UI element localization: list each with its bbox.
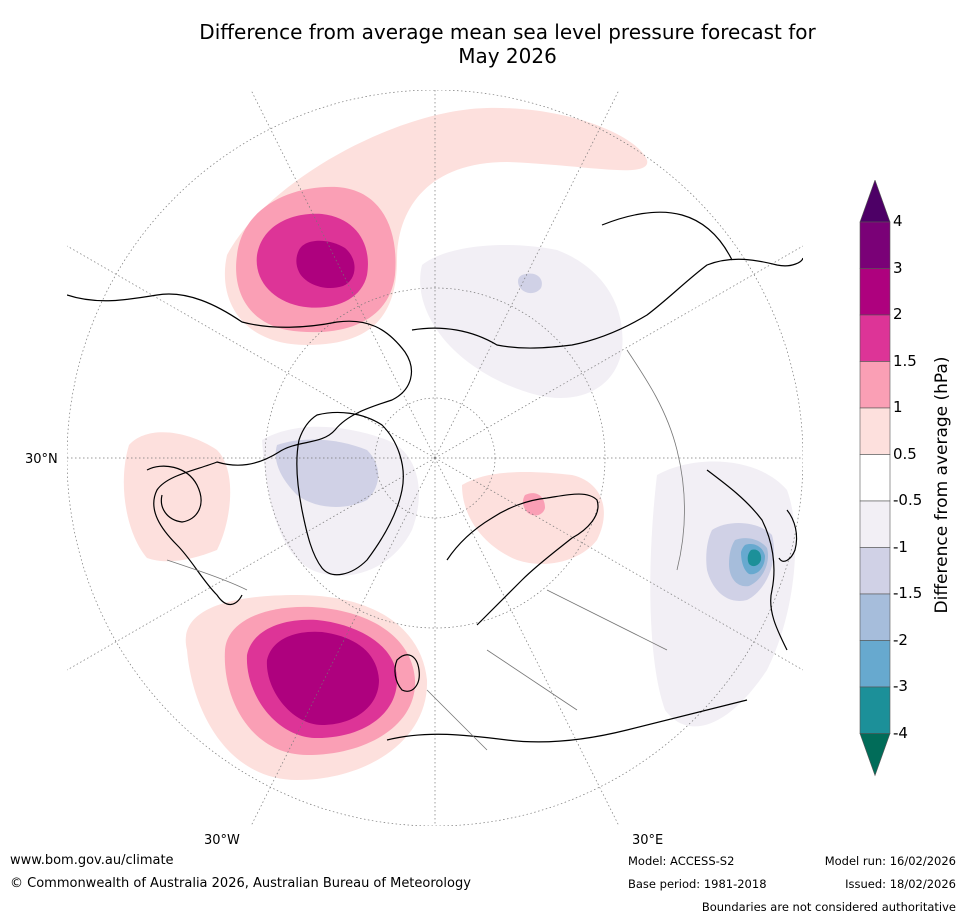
footer-model: Model: ACCESS-S2 xyxy=(628,854,735,868)
colorbar-bin xyxy=(859,686,891,734)
graticule xyxy=(67,90,803,826)
lat-circle-60 xyxy=(264,287,606,629)
footer-issued: Issued: 18/02/2026 xyxy=(845,877,956,891)
colorbar-bin xyxy=(859,314,891,362)
colorbar-tick-label: -0.5 xyxy=(893,491,923,509)
colorbar-bin xyxy=(859,268,891,316)
footer-base-period: Base period: 1981-2018 xyxy=(628,877,767,891)
colorbar-tick-label: 1 xyxy=(893,398,903,416)
colorbar-bin xyxy=(859,547,891,595)
anomaly-asia-3 xyxy=(747,549,762,567)
anomaly-siberia-neg0.5 xyxy=(420,245,623,398)
colorbar-tick-label: -1.5 xyxy=(893,584,923,602)
colorbar-tick-label: -3 xyxy=(893,677,908,695)
lon-label-30e: 30°E xyxy=(632,833,664,848)
coast-greenland xyxy=(296,411,404,576)
colorbar-tick-label: 2 xyxy=(893,305,903,323)
colorbar-tick-label: -4 xyxy=(893,723,908,742)
colorbar-bin xyxy=(859,454,891,502)
title-line-2: May 2026 xyxy=(458,44,557,68)
coast-kamchatka xyxy=(601,211,733,261)
colorbar-tick-label: 0.5 xyxy=(893,444,917,463)
polar-map xyxy=(67,90,803,826)
colorbar xyxy=(859,180,891,777)
anomaly-pacific-2 xyxy=(296,240,355,289)
coast-hudson xyxy=(146,465,202,523)
meridian-60w xyxy=(67,457,436,671)
coast-siberia xyxy=(411,257,803,349)
colorbar-title: Difference from average (hPa) xyxy=(932,356,952,614)
meridian-150w xyxy=(250,90,436,459)
colorbar-bin xyxy=(859,221,891,269)
colorbar-bin xyxy=(859,593,891,641)
anomaly-atlantic-2 xyxy=(266,631,379,725)
coast-north-america xyxy=(67,293,413,605)
colorbar-extend-bottom xyxy=(859,733,891,777)
lat-label-30n: 30°N xyxy=(25,452,58,467)
colorbar-tick-label: -1 xyxy=(893,537,908,556)
coastlines xyxy=(67,211,803,743)
meridian-120w xyxy=(67,245,436,459)
chart-title: Difference from average mean sea level p… xyxy=(140,20,875,68)
footer-model-run: Model run: 16/02/2026 xyxy=(824,854,956,868)
coast-europe-south xyxy=(386,699,748,743)
anomaly-shading xyxy=(123,107,796,780)
meridian-150e xyxy=(434,90,620,459)
colorbar-bin xyxy=(859,407,891,455)
footer-website[interactable]: www.bom.gov.au/climate xyxy=(10,853,174,868)
anomaly-america-0.5 xyxy=(123,432,231,562)
coast-east-asia xyxy=(706,469,788,651)
anomaly-greenland-low-1 xyxy=(275,439,379,507)
meridian-30e xyxy=(434,457,620,826)
coast-britain xyxy=(394,654,420,692)
country-borders xyxy=(166,349,685,751)
colorbar-bin xyxy=(859,640,891,688)
anomaly-siberia-1 xyxy=(518,273,542,294)
coast-japan xyxy=(778,509,798,562)
meridian-30w xyxy=(250,457,436,826)
coast-scandinavia xyxy=(446,493,599,626)
colorbar-tick-label: 1.5 xyxy=(893,351,917,370)
meridian-60e xyxy=(434,457,803,671)
footer-disclaimer: Boundaries are not considered authoritat… xyxy=(701,900,956,914)
colorbar-tick-label: 3 xyxy=(893,258,903,277)
title-line-1: Difference from average mean sea level p… xyxy=(199,20,816,44)
colorbar-bin xyxy=(859,361,891,409)
footer-copyright: © Commonwealth of Australia 2026, Austra… xyxy=(10,876,471,891)
colorbar-tick-label: 4 xyxy=(893,212,903,230)
colorbar-extend-top xyxy=(859,180,891,223)
meridian-120e xyxy=(434,245,803,459)
colorbar-tick-label: -2 xyxy=(893,630,908,649)
lon-label-30w: 30°W xyxy=(204,833,240,848)
colorbar-bin xyxy=(859,500,891,548)
